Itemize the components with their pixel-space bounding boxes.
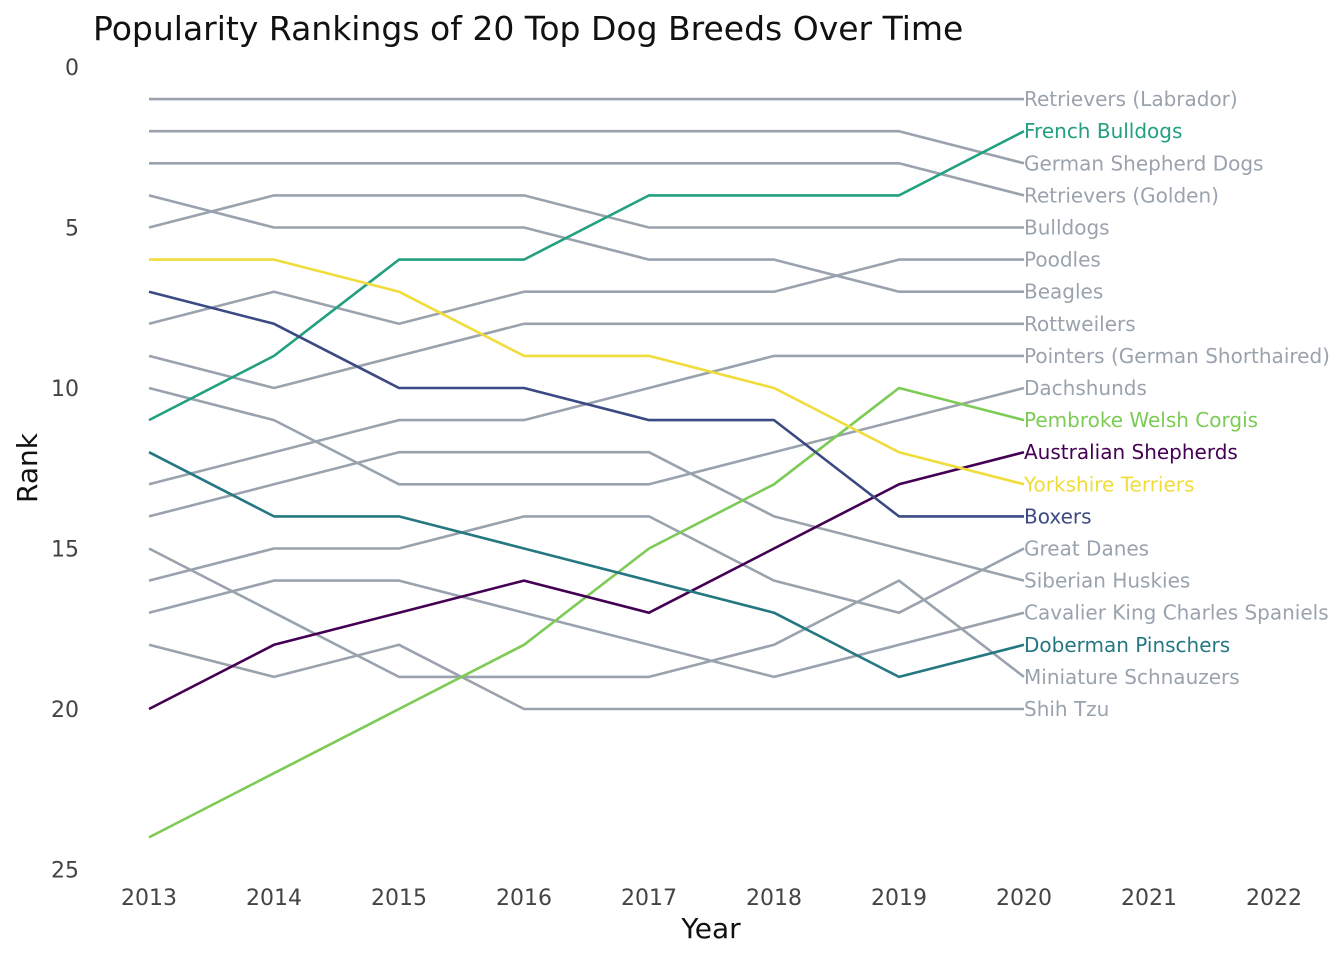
series-label-rottweilers: Rottweilers — [1024, 312, 1136, 336]
series-label-great-danes: Great Danes — [1024, 537, 1149, 561]
series-label-pointers-german-shorthaired: Pointers (German Shorthaired) — [1024, 344, 1330, 368]
y-tick-label-25: 25 — [51, 859, 79, 884]
x-tick-label-2018: 2018 — [746, 886, 802, 911]
series-label-yorkshire-terriers: Yorkshire Terriers — [1023, 472, 1194, 496]
series-label-australian-shepherds: Australian Shepherds — [1024, 440, 1238, 464]
series-label-miniature-schnauzers: Miniature Schnauzers — [1024, 665, 1240, 689]
series-line-doberman-pinschers — [148, 451, 1025, 679]
series-line-beagles — [148, 194, 1024, 294]
x-axis-ticks: 2013 2014 2015 2016 2017 2018 2019 2020 2021 2022 — [121, 886, 1302, 911]
series-line-cavalier-king-charles-spaniels — [148, 579, 1025, 679]
series-line-yorkshire-terriers — [149, 258, 1025, 486]
series-label-pembroke-welsh-corgis: Pembroke Welsh Corgis — [1024, 408, 1258, 432]
series-line-german-shepherd-dogs — [149, 129, 1025, 165]
x-tick-label-2014: 2014 — [246, 886, 302, 911]
series-label-retrievers-labrador: Retrievers (Labrador) — [1024, 87, 1238, 111]
series-line-dachshunds — [148, 386, 1025, 486]
x-tick-label-2017: 2017 — [621, 886, 677, 911]
x-tick-label-2016: 2016 — [496, 886, 552, 911]
series-label-poodles: Poodles — [1024, 248, 1101, 272]
series-label-boxers: Boxers — [1024, 504, 1092, 528]
y-tick-label-10: 10 — [51, 377, 79, 402]
series-line-french-bulldogs — [148, 130, 1025, 422]
highlighted-series-lines — [148, 130, 1025, 839]
y-tick-label-5: 5 — [65, 217, 79, 242]
series-label-siberian-huskies: Siberian Huskies — [1024, 569, 1190, 593]
series-line-miniature-schnauzers — [148, 547, 1025, 679]
series-label-cavalier-king-charles-spaniels: Cavalier King Charles Spaniels — [1024, 601, 1329, 625]
series-label-shih-tzu: Shih Tzu — [1024, 697, 1109, 721]
x-tick-label-2021: 2021 — [1121, 886, 1177, 911]
series-line-pembroke-welsh-corgis — [148, 386, 1025, 839]
series-label-dachshunds: Dachshunds — [1024, 376, 1147, 400]
series-line-shih-tzu — [148, 643, 1024, 711]
y-tick-label-20: 20 — [51, 698, 79, 723]
x-tick-label-2022: 2022 — [1246, 886, 1302, 911]
series-line-pointers-german-shorthaired — [148, 354, 1024, 486]
series-line-bulldogs — [148, 194, 1024, 229]
series-line-australian-shepherds — [148, 450, 1025, 711]
y-tick-label-0: 0 — [65, 56, 79, 81]
series-line-retrievers-golden — [149, 162, 1025, 197]
y-axis-title: Rank — [11, 432, 44, 503]
series-label-doberman-pinschers: Doberman Pinschers — [1024, 633, 1230, 657]
series-line-rottweilers — [148, 322, 1024, 390]
x-tick-label-2020: 2020 — [996, 886, 1052, 911]
x-tick-label-2013: 2013 — [121, 886, 177, 911]
x-axis-title: Year — [680, 912, 741, 945]
series-label-german-shepherd-dogs: German Shepherd Dogs — [1024, 151, 1263, 175]
muted-series-lines — [148, 97, 1025, 711]
chart-title: Popularity Rankings of 20 Top Dog Breeds… — [93, 9, 963, 48]
series-label-beagles: Beagles — [1024, 280, 1103, 304]
series-line-poodles — [148, 258, 1024, 326]
series-line-boxers — [148, 290, 1024, 518]
y-tick-label-15: 15 — [51, 538, 79, 563]
series-line-siberian-huskies — [148, 450, 1025, 582]
series-line-great-danes — [148, 515, 1025, 615]
y-axis-ticks: 0 5 10 15 20 25 — [51, 56, 79, 884]
x-tick-label-2015: 2015 — [371, 886, 427, 911]
x-tick-label-2019: 2019 — [871, 886, 927, 911]
series-label-retrievers-golden: Retrievers (Golden) — [1024, 183, 1219, 207]
series-label-french-bulldogs: French Bulldogs — [1024, 119, 1182, 143]
series-label-bulldogs: Bulldogs — [1024, 216, 1110, 240]
series-end-labels: Retrievers (Labrador) French Bulldogs Germ… — [1023, 87, 1330, 721]
